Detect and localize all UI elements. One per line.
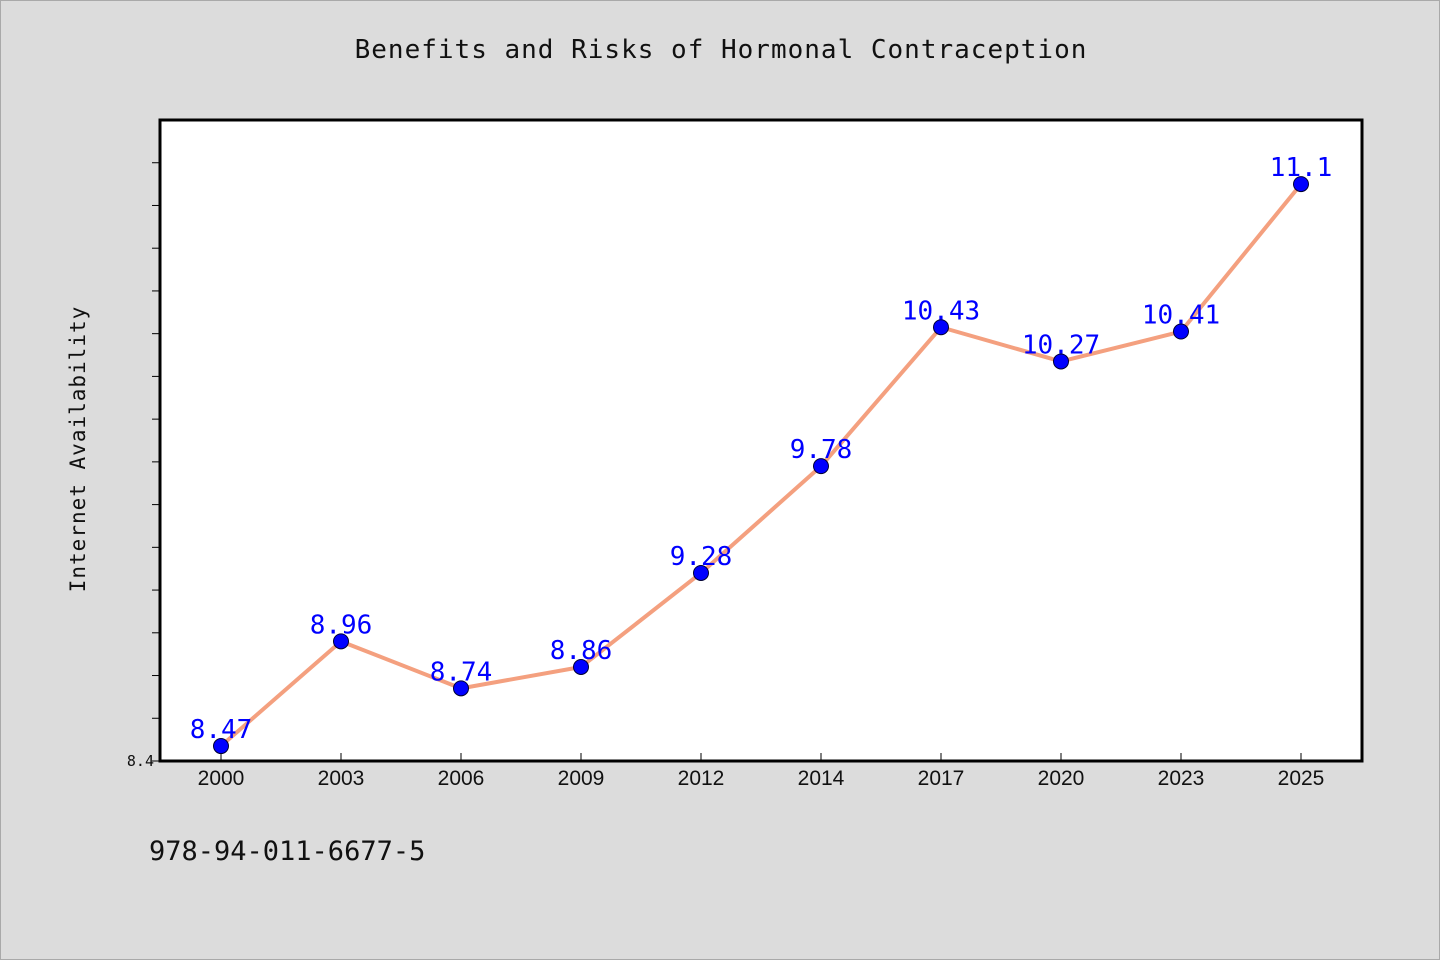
x-tick-label: 2020: [1038, 767, 1085, 790]
data-point: [333, 633, 349, 650]
data-point: [1053, 353, 1069, 370]
x-tick-label: 2003: [318, 767, 365, 790]
data-point: [813, 458, 829, 475]
x-tick-label: 2023: [1158, 767, 1205, 790]
y-axis-ticks: 8.4: [127, 162, 160, 770]
data-label: 8.96: [310, 610, 373, 640]
data-point: [1293, 176, 1309, 193]
data-point: [453, 680, 469, 697]
x-tick-label: 2017: [918, 767, 965, 790]
data-point: [933, 319, 949, 336]
data-label: 8.74: [430, 657, 493, 687]
x-tick-label: 2009: [558, 767, 605, 790]
series-markers: [213, 176, 1309, 755]
data-labels: 8.47 8.96 8.74 8.86 9.28 9.78 10.43 10.27 10.41 1…: [190, 153, 1333, 745]
data-label: 9.78: [790, 435, 853, 465]
plot-area: [160, 120, 1362, 761]
data-label: 9.28: [670, 542, 733, 572]
series-line: [219, 182, 1303, 748]
data-label: 10.43: [902, 296, 980, 326]
x-tick-label: 2012: [678, 767, 725, 790]
data-point: [573, 658, 589, 675]
data-label: 10.41: [1142, 301, 1220, 331]
x-tick-label: 2000: [198, 767, 245, 790]
chart-title: Benefits and Risks of Hormonal Contracep…: [354, 35, 1088, 65]
data-label: 10.27: [1022, 330, 1100, 360]
x-axis-ticks: 2000 2003 2006 2009 2012 2014 2017 2020 2023 2025: [198, 753, 1325, 790]
data-point: [1173, 323, 1189, 340]
x-tick-label: 2006: [438, 767, 485, 790]
plot-frame: [158, 118, 1364, 763]
y-tick-label: 8.4: [127, 752, 154, 770]
data-label: 11.1: [1270, 153, 1333, 183]
x-tick-label: 2025: [1278, 767, 1325, 790]
x-tick-label: 2014: [798, 767, 845, 790]
data-point: [693, 564, 709, 581]
data-label: 8.86: [550, 636, 613, 666]
data-label: 8.47: [190, 715, 253, 745]
data-point: [213, 738, 229, 755]
isbn-footer: 978-94-011-6677-5: [149, 836, 426, 867]
